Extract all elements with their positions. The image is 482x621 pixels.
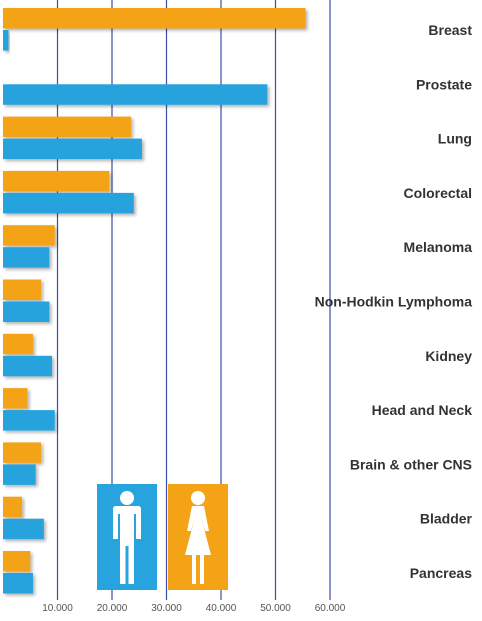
bar-female-bladder [3,496,23,518]
bar-male-head-and-neck [3,410,55,431]
bar-female-non-hodkin-lymphoma [3,279,42,300]
bar-female-colorectal [3,170,110,192]
x-tick-label: 30.000 [151,603,182,614]
category-label: Colorectal [404,185,472,201]
category-label: Prostate [416,76,472,92]
legend-female [168,484,228,590]
bar-male-prostate [3,84,268,105]
male-figure-icon [113,491,141,584]
legend-male [97,484,157,590]
x-tick-label: 50.000 [260,603,291,614]
bar-female-pancreas [3,551,31,572]
x-tick-label: 20.000 [97,603,128,614]
bar-male-pancreas [3,573,33,594]
x-tick-label: 60.000 [315,603,346,614]
bar-female-lung [3,116,132,138]
bars [3,8,306,594]
category-label: Head and Neck [372,402,473,418]
bar-male-colorectal [3,192,134,214]
bar-male-breast [3,30,9,51]
bar-male-non-hodkin-lymphoma [3,301,50,322]
category-labels: Breast Prostate Lung Colorectal Melanoma Non-… [315,22,473,581]
legend [97,484,228,590]
category-label: Melanoma [404,239,473,255]
bar-male-bladder [3,518,44,540]
x-tick-label: 10.000 [42,603,73,614]
category-label: Bladder [420,511,473,527]
bar-female-head-and-neck [3,388,28,409]
bar-female-kidney [3,333,33,355]
x-tick-label: 40.000 [206,603,237,614]
x-axis-ticks: 10.000 20.000 30.000 40.000 50.000 60.000 [42,603,346,614]
bar-male-melanoma [3,247,50,268]
bar-female-brain-other-cns [3,442,42,463]
bar-female-breast [3,8,306,29]
category-label: Non-Hodkin Lymphoma [315,294,473,310]
category-label: Pancreas [410,565,472,581]
bar-female-melanoma [3,225,55,246]
female-figure-icon [185,491,211,584]
bar-male-lung [3,138,142,160]
category-label: Kidney [425,348,472,364]
bar-male-brain-other-cns [3,464,36,485]
category-label: Lung [438,131,472,147]
bar-male-kidney [3,355,53,377]
category-label: Brain & other CNS [350,456,472,472]
category-label: Breast [428,22,472,38]
